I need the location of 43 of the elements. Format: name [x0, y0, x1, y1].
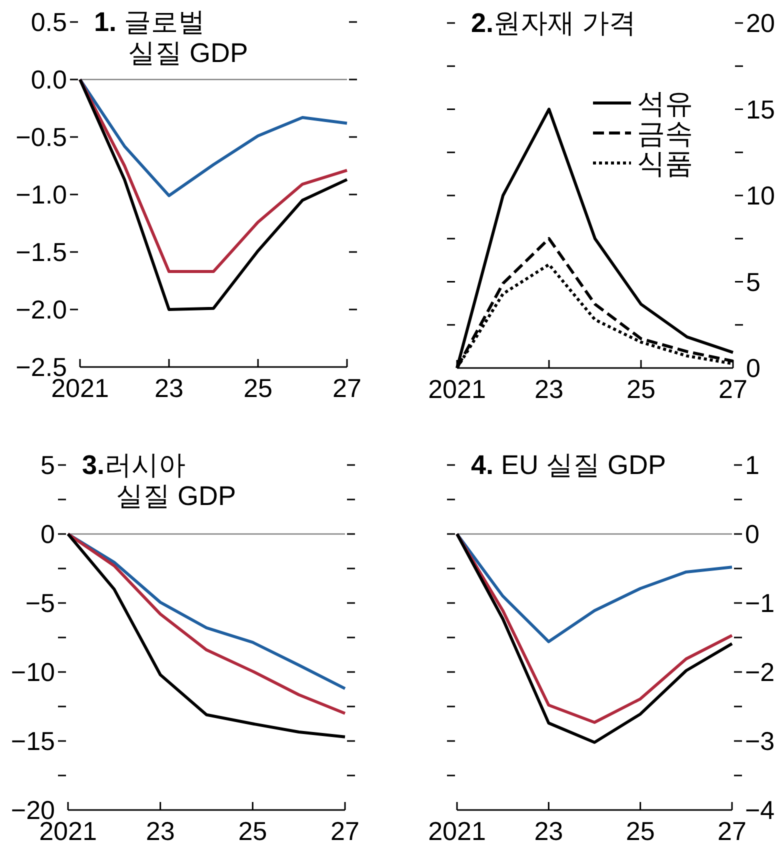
x-tick-label: 25 [626, 816, 655, 846]
y2-tick-label: 1 [745, 450, 760, 480]
x-tick-label: 23 [534, 816, 564, 846]
y2-tick-label: −4 [745, 795, 775, 825]
x-tick-label: 25 [244, 373, 272, 403]
x-tick-label: 27 [718, 816, 746, 846]
chart-title: 3.러시아 실질 GDP [82, 450, 236, 511]
chart-title: 2.원자재 가격 [471, 8, 636, 38]
y2-tick-label: 0 [746, 353, 760, 383]
y2-tick-label: 20 [746, 8, 775, 38]
legend-label: 금속 [637, 118, 693, 149]
chart-title: 1. 글로벌 실질 GDP [94, 7, 248, 68]
y-tick-label: 0.5 [30, 7, 67, 37]
y-tick-label: −1.0 [16, 180, 67, 210]
y-tick-label: −2.0 [16, 294, 67, 324]
y2-tick-label: 5 [746, 266, 760, 297]
y2-tick-label: −3 [745, 726, 775, 756]
y2-tick-label: 15 [746, 94, 775, 124]
y2-tick-label: −2 [745, 657, 775, 687]
x-tick-label: 2021 [428, 374, 486, 404]
y2-tick-label: −1 [745, 588, 775, 618]
y-tick-label: 0 [40, 519, 55, 549]
x-tick-label: 27 [718, 374, 748, 404]
x-tick-label: 27 [332, 373, 362, 403]
y-tick-label: −5 [25, 588, 55, 618]
chart-title: 4. EU 실질 GDP [471, 450, 666, 480]
y2-tick-label: 10 [746, 180, 775, 210]
y2-tick-label: 0 [745, 519, 760, 549]
x-tick-label: 25 [626, 374, 656, 404]
legend-label: 식품 [637, 148, 693, 179]
y-tick-label: 0.0 [30, 64, 67, 94]
y-tick-label: −10 [10, 657, 55, 687]
y-tick-label: −15 [10, 726, 55, 756]
x-tick-label: 25 [238, 816, 268, 846]
y-tick-label: 5 [40, 450, 55, 480]
y-tick-label: −1.5 [16, 237, 67, 267]
x-tick-label: 23 [534, 374, 564, 404]
legend-label: 석유 [637, 88, 693, 119]
y-tick-label: −0.5 [16, 122, 67, 152]
x-tick-label: 23 [146, 816, 175, 846]
x-tick-label: 2021 [428, 816, 486, 846]
x-tick-label: 27 [330, 816, 360, 846]
x-tick-label: 23 [154, 373, 184, 403]
